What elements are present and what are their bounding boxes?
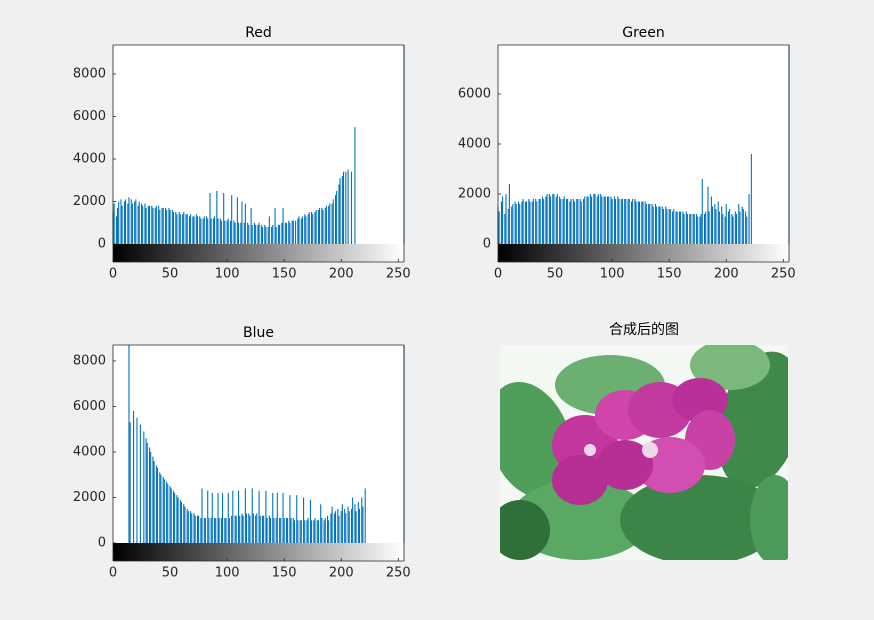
y-tick-label: 6000 xyxy=(458,87,491,102)
x-tick-label: 250 xyxy=(386,267,411,282)
x-tick-label: 0 xyxy=(494,267,502,282)
gray-colorbar xyxy=(498,244,789,262)
y-tick-label: 2000 xyxy=(73,194,106,209)
x-tick-label: 150 xyxy=(272,566,297,581)
plot-area xyxy=(113,345,404,543)
x-tick-label: 100 xyxy=(215,267,240,282)
image-title: 合成后的图 xyxy=(609,322,679,338)
y-tick-label: 8000 xyxy=(73,353,106,368)
axes-frame xyxy=(112,44,405,262)
chart-title: Red xyxy=(245,25,272,41)
y-tick-label: 4000 xyxy=(73,444,106,459)
y-tick-label: 6000 xyxy=(73,399,106,414)
x-tick-label: 100 xyxy=(600,267,625,282)
x-tick-label: 0 xyxy=(109,566,117,581)
x-tick-label: 200 xyxy=(329,566,354,581)
y-tick-label: 0 xyxy=(98,237,106,252)
x-tick-label: 200 xyxy=(329,267,354,282)
x-tick-label: 150 xyxy=(657,267,682,282)
axes-frame xyxy=(112,344,405,561)
x-tick-label: 50 xyxy=(162,267,179,282)
x-tick-label: 250 xyxy=(386,566,411,581)
x-tick-label: 250 xyxy=(771,267,796,282)
gray-colorbar xyxy=(113,543,404,561)
chart-title: Blue xyxy=(243,325,274,341)
x-tick-label: 50 xyxy=(547,267,564,282)
gray-colorbar xyxy=(113,244,404,262)
y-tick-label: 8000 xyxy=(73,67,106,82)
y-tick-label: 2000 xyxy=(458,187,491,202)
chart-title: Green xyxy=(622,25,664,41)
y-tick-label: 0 xyxy=(483,237,491,252)
x-tick-label: 150 xyxy=(272,267,297,282)
y-tick-label: 0 xyxy=(98,536,106,551)
flower-image xyxy=(500,345,788,560)
y-tick-label: 4000 xyxy=(73,152,106,167)
y-tick-label: 6000 xyxy=(73,109,106,124)
y-tick-label: 2000 xyxy=(73,490,106,505)
x-tick-label: 50 xyxy=(162,566,179,581)
x-tick-label: 100 xyxy=(215,566,240,581)
plot-area xyxy=(113,45,404,244)
plot-area xyxy=(498,45,789,244)
axes-frame xyxy=(497,44,790,262)
x-tick-label: 200 xyxy=(714,267,739,282)
y-tick-label: 4000 xyxy=(458,137,491,152)
x-tick-label: 0 xyxy=(109,267,117,282)
